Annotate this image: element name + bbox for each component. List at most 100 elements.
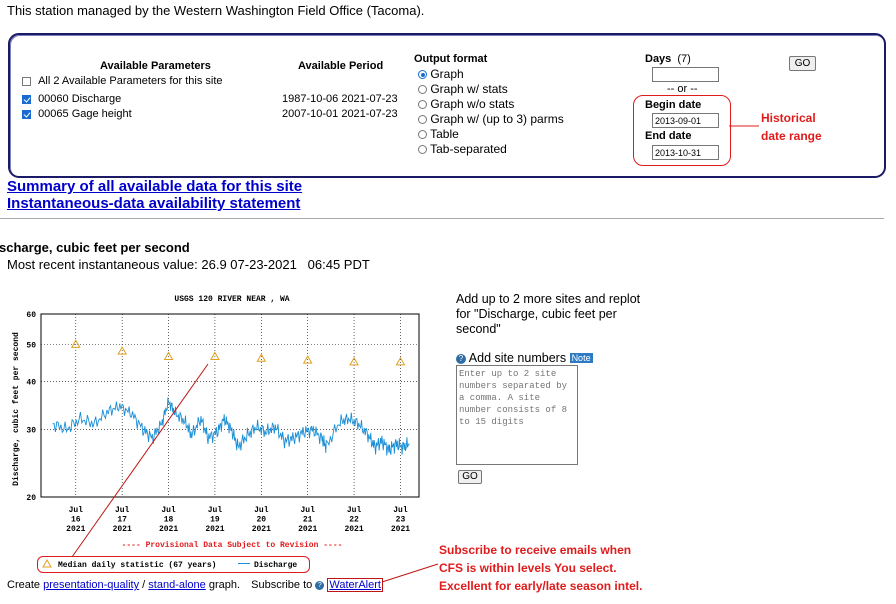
x-tick-label: 2021 xyxy=(66,525,85,534)
param-checkbox-all[interactable] xyxy=(22,76,31,86)
most-recent-value: Most recent instantaneous value: 26.9 07… xyxy=(7,257,370,272)
instantaneous-availability-link[interactable]: Instantaneous-data availability statemen… xyxy=(7,195,301,212)
discharge-chart: USGS 120 RIVER NEAR , WA Discharge, cubi… xyxy=(12,295,420,550)
help-circle-icon[interactable]: ? xyxy=(456,353,466,364)
annotation-historical-line2: date range xyxy=(761,129,822,143)
x-tick-label: 20 xyxy=(257,516,267,525)
subscribe-annotation-line xyxy=(381,563,439,583)
median-point xyxy=(70,339,81,348)
discharge-series-line xyxy=(52,397,410,456)
x-tick-label: Jul xyxy=(300,506,315,515)
create-label: Create xyxy=(7,579,41,591)
median-point xyxy=(256,353,267,362)
wateralert-help-icon[interactable]: ? xyxy=(315,580,325,590)
begin-date-label: Begin date xyxy=(645,99,702,111)
note-badge[interactable]: Note xyxy=(569,353,593,363)
annotation-historical-line1: Historical xyxy=(761,111,816,125)
param-checkbox-discharge[interactable] xyxy=(22,94,31,104)
graph-label: graph. xyxy=(208,579,241,591)
divider xyxy=(0,218,884,219)
x-tick-label: Jul xyxy=(393,506,408,515)
end-date-input[interactable] xyxy=(652,145,719,160)
median-point xyxy=(163,351,174,360)
days-label: Days xyxy=(645,53,672,65)
annotation-subscribe-line1: Subscribe to receive emails when xyxy=(439,543,632,557)
radio-graph-parms[interactable] xyxy=(418,115,427,125)
plot-frame xyxy=(40,313,420,498)
median-point xyxy=(210,351,220,360)
x-tick-label: 16 xyxy=(71,516,81,525)
output-option-table[interactable]: Table xyxy=(418,127,459,141)
output-option-tab-separated[interactable]: Tab-separated xyxy=(418,142,507,156)
begin-date-input[interactable] xyxy=(652,113,719,128)
param-checkbox-gage-height[interactable] xyxy=(22,109,31,119)
radio-graph-stats[interactable] xyxy=(418,85,427,95)
param-period-discharge: 1987-10-06 2021-07-23 xyxy=(282,93,398,105)
legend-discharge-label: Discharge xyxy=(254,561,297,570)
go-button[interactable]: GO xyxy=(789,56,816,71)
side-text-line3: second" xyxy=(456,322,501,336)
y-tick-label: 40 xyxy=(26,379,36,388)
end-date-label: End date xyxy=(645,130,692,142)
legend-median-marker xyxy=(42,558,52,568)
radio-tab-separated[interactable] xyxy=(418,145,427,155)
y-tick-label: 60 xyxy=(26,311,36,320)
median-point xyxy=(117,346,128,355)
x-tick-label: 2021 xyxy=(205,525,224,534)
x-tick-label: Jul xyxy=(254,506,269,515)
replot-go-button[interactable]: GO xyxy=(458,470,482,484)
param-label-gage-height: 00065 Gage height xyxy=(38,108,132,120)
output-option-graph-stats[interactable]: Graph w/ stats xyxy=(418,82,508,96)
output-option-graph-parms[interactable]: Graph w/ (up to 3) parms xyxy=(418,112,564,126)
x-tick-label: 22 xyxy=(349,516,359,525)
add-site-numbers-label: Add site numbers xyxy=(468,351,567,365)
side-text-line2: for "Discharge, cubic feet per xyxy=(456,307,617,321)
x-tick-label: 19 xyxy=(210,516,220,525)
station-note: This station managed by the Western Wash… xyxy=(7,3,425,18)
x-tick-label: Jul xyxy=(115,506,130,515)
output-option-tab-separated-label: Tab-separated xyxy=(430,142,507,156)
available-period-header: Available Period xyxy=(298,60,384,72)
output-format-header: Output format xyxy=(414,53,488,65)
radio-table[interactable] xyxy=(418,130,427,140)
site-numbers-textarea[interactable] xyxy=(456,365,578,465)
output-option-table-label: Table xyxy=(430,127,459,141)
legend-highlight xyxy=(37,556,310,573)
output-option-graph-stats-label: Graph w/ stats xyxy=(430,82,508,96)
x-tick-label: 2021 xyxy=(159,525,178,534)
summary-link[interactable]: Summary of all available data for this s… xyxy=(7,178,303,195)
x-tick-label: 2021 xyxy=(391,525,410,534)
stand-alone-link[interactable]: stand-alone xyxy=(148,579,206,591)
radio-graph-no-stats[interactable] xyxy=(418,100,427,110)
annotation-subscribe-line2: CFS is within levels You select. xyxy=(439,561,617,575)
chart-legend: Median daily statistic (67 years) Discha… xyxy=(42,558,297,570)
x-tick-label: Jul xyxy=(161,506,176,515)
x-tick-label: Jul xyxy=(69,506,84,515)
median-annotation-line xyxy=(71,363,209,558)
output-option-graph-no-stats[interactable]: Graph w/o stats xyxy=(418,97,514,111)
x-tick-label: Jul xyxy=(347,506,362,515)
x-tick-label: 2021 xyxy=(298,525,317,534)
output-option-graph-label: Graph xyxy=(430,67,464,81)
side-text-line1: Add up to 2 more sites and replot xyxy=(456,292,641,306)
annotation-connector xyxy=(729,125,759,127)
median-point xyxy=(395,356,406,366)
legend-median-label: Median daily statistic (67 years) xyxy=(58,561,216,570)
output-option-graph[interactable]: Graph xyxy=(418,67,464,81)
param-period-gage-height: 2007-10-01 2021-07-23 xyxy=(282,108,398,120)
param-label-discharge: 00060 Discharge xyxy=(38,93,122,105)
slash-separator: / xyxy=(142,579,146,591)
x-tick-label: 2021 xyxy=(344,525,363,534)
x-tick-label: 23 xyxy=(396,516,406,525)
y-tick-label: 50 xyxy=(26,341,36,350)
x-tick-label: Jul xyxy=(208,506,223,515)
median-point xyxy=(302,355,313,364)
y-tick-label: 30 xyxy=(26,426,36,435)
radio-graph[interactable] xyxy=(418,70,427,80)
parameter-form-box xyxy=(8,33,886,178)
wateralert-link[interactable]: WaterAlert xyxy=(327,578,383,592)
days-input[interactable] xyxy=(652,67,719,82)
x-tick-label: 18 xyxy=(164,516,174,525)
annotation-historical: Historical date range xyxy=(761,109,822,145)
presentation-quality-link[interactable]: presentation-quality xyxy=(43,579,140,591)
